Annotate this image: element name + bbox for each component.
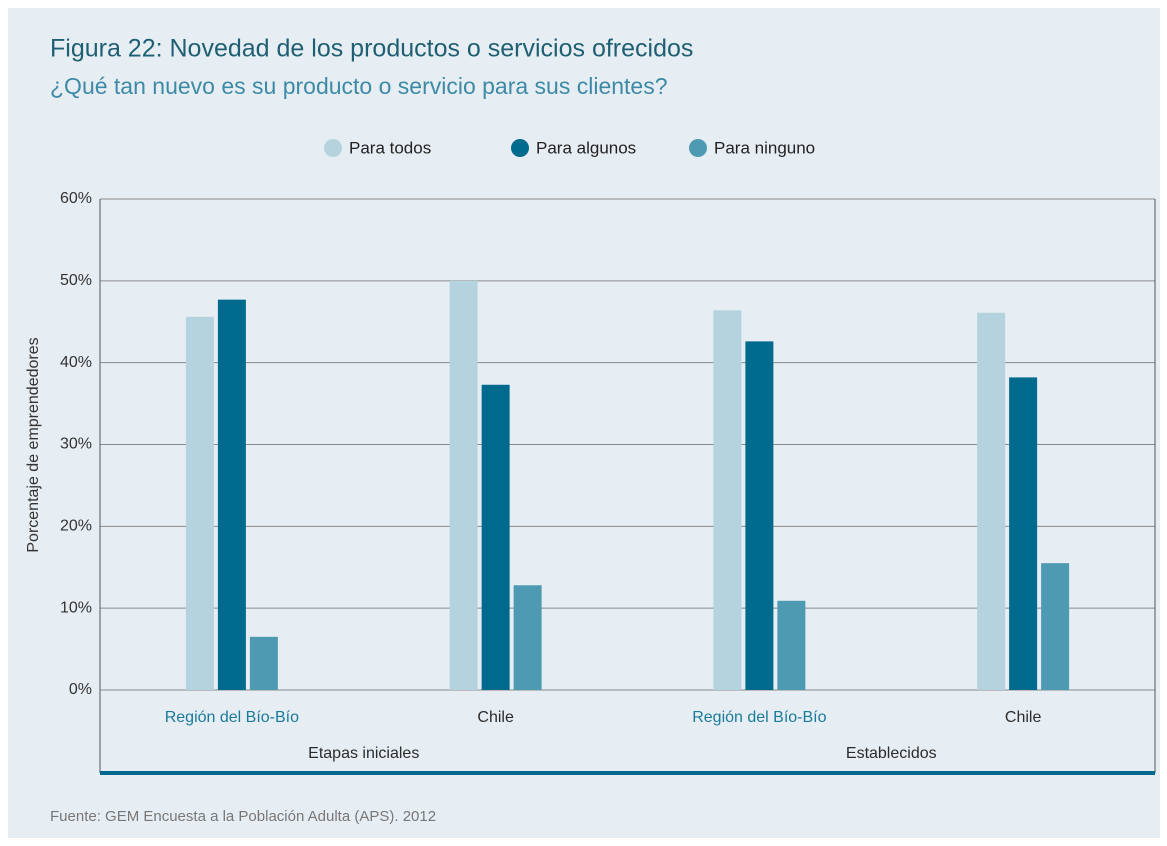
bar [777,600,806,690]
y-tick-label: 50% [60,272,92,289]
y-axis-label: Porcentaje de emprendedores [25,337,42,552]
x-tick-label: Región del Bío-Bío [692,709,826,726]
legend-marker [511,139,529,157]
y-tick-label: 20% [60,518,92,535]
bar [249,636,278,690]
bar [217,299,246,690]
y-tick-label: 30% [60,436,92,453]
bar [713,310,742,690]
y-tick-label: 60% [60,190,92,207]
bar [745,341,774,690]
legend-marker [324,139,342,157]
y-tick-label: 0% [69,681,92,698]
source: Fuente: GEM Encuesta a la Población Adul… [50,808,436,825]
y-tick-label: 10% [60,599,92,616]
bar [449,280,478,690]
chart-subtitle: ¿Qué tan nuevo es su producto o servicio… [50,73,668,99]
y-tick-label: 40% [60,354,92,371]
bar [977,312,1006,690]
bar [481,384,510,690]
bar [513,585,542,690]
legend-label: Para ninguno [714,138,815,157]
chart-title: Figura 22: Novedad de los productos o se… [50,35,693,63]
group-label: Etapas iniciales [308,745,419,762]
bar [1041,563,1070,690]
legend-label: Para algunos [536,138,636,157]
x-tick-label: Región del Bío-Bío [165,709,299,726]
bar [185,316,214,690]
bar [1009,377,1038,690]
group-label: Establecidos [846,745,937,762]
legend-marker [689,139,707,157]
legend-label: Para todos [349,138,431,157]
x-tick-label: Chile [477,709,514,726]
x-tick-label: Chile [1005,709,1042,726]
